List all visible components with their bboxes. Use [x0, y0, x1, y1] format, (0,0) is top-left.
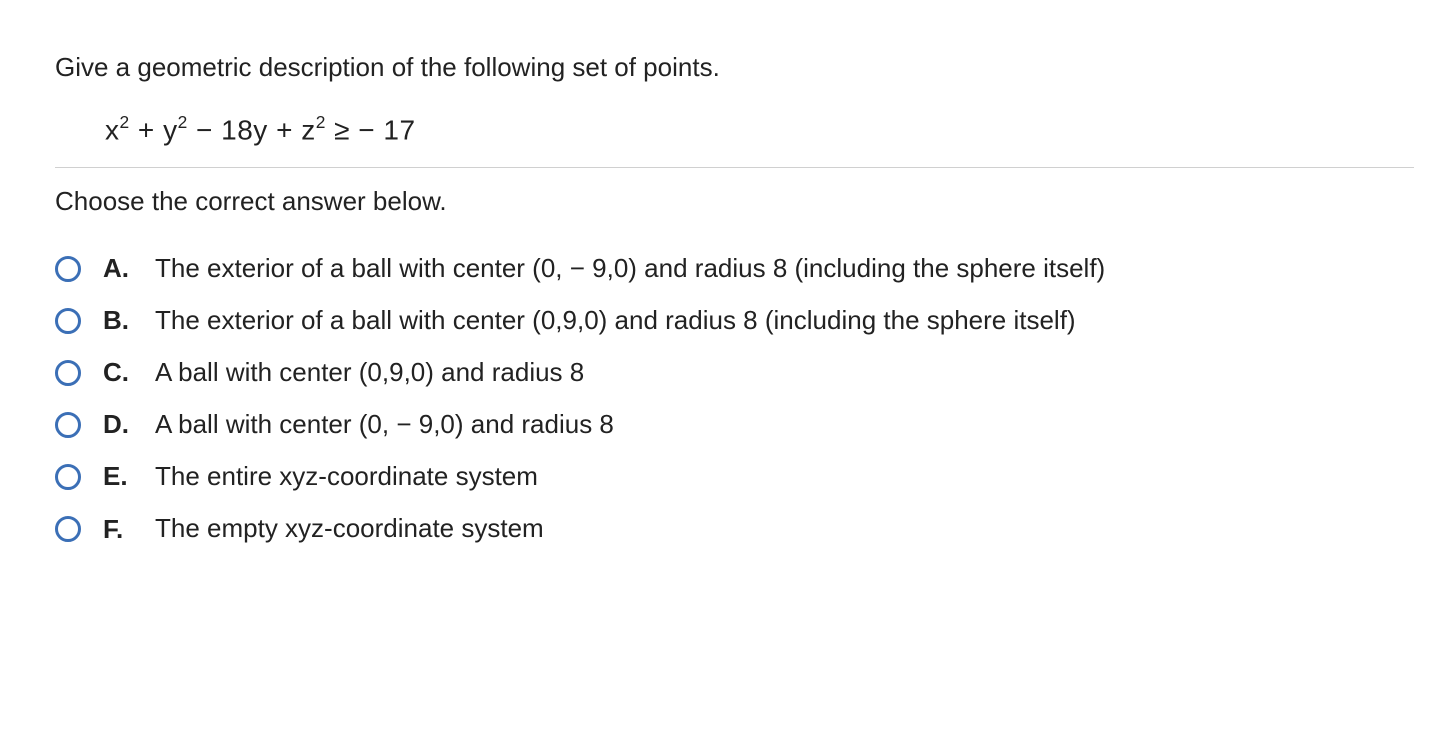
options-list: A. The exterior of a ball with center (0… [55, 251, 1414, 547]
option-f[interactable]: F. The empty xyz-coordinate system [55, 511, 1414, 546]
option-letter: E. [103, 461, 133, 492]
option-letter: F. [103, 514, 133, 545]
option-letter: D. [103, 409, 133, 440]
equation: x2 + y2 − 18y + z2 ≥ − 17 [105, 113, 1414, 147]
option-text: A ball with center (0,9,0) and radius 8 [155, 355, 584, 390]
radio-icon[interactable] [55, 360, 81, 386]
option-a[interactable]: A. The exterior of a ball with center (0… [55, 251, 1414, 286]
option-text: The empty xyz-coordinate system [155, 511, 544, 546]
instruction: Choose the correct answer below. [55, 186, 1414, 217]
divider [55, 167, 1414, 168]
option-letter: C. [103, 357, 133, 388]
option-letter: A. [103, 253, 133, 284]
option-text: The exterior of a ball with center (0,9,… [155, 303, 1076, 338]
radio-icon[interactable] [55, 516, 81, 542]
radio-icon[interactable] [55, 464, 81, 490]
option-e[interactable]: E. The entire xyz-coordinate system [55, 459, 1414, 494]
option-text: A ball with center (0, − 9,0) and radius… [155, 407, 614, 442]
radio-icon[interactable] [55, 412, 81, 438]
option-text: The entire xyz-coordinate system [155, 459, 538, 494]
question-stem: Give a geometric description of the foll… [55, 50, 1414, 85]
option-b[interactable]: B. The exterior of a ball with center (0… [55, 303, 1414, 338]
radio-icon[interactable] [55, 308, 81, 334]
option-d[interactable]: D. A ball with center (0, − 9,0) and rad… [55, 407, 1414, 442]
question-page: Give a geometric description of the foll… [0, 0, 1454, 587]
option-letter: B. [103, 305, 133, 336]
radio-icon[interactable] [55, 256, 81, 282]
option-text: The exterior of a ball with center (0, −… [155, 251, 1105, 286]
option-c[interactable]: C. A ball with center (0,9,0) and radius… [55, 355, 1414, 390]
